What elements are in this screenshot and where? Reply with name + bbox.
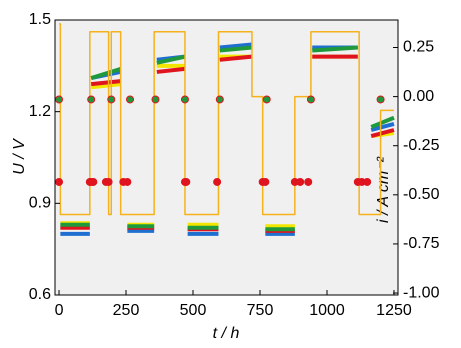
x-tick-label: 500 xyxy=(180,302,207,319)
data-point xyxy=(87,95,96,104)
y-axis-label: U / V xyxy=(11,138,28,175)
y-tick-label: 0.9 xyxy=(29,195,51,212)
x-axis-label: t / h xyxy=(213,325,240,342)
data-point xyxy=(151,95,160,104)
data-point xyxy=(213,177,222,186)
data-point xyxy=(215,95,224,104)
x-tick-label: 250 xyxy=(113,302,140,319)
data-point xyxy=(55,177,64,186)
y-tick-label: 1.5 xyxy=(29,11,51,28)
x-tick-label: 0 xyxy=(55,302,64,319)
x-tick-label: 1250 xyxy=(376,302,412,319)
data-point xyxy=(363,177,372,186)
x-tick-label: 1000 xyxy=(309,302,345,319)
data-point xyxy=(304,177,313,186)
data-point xyxy=(107,95,116,104)
voltage-line xyxy=(60,45,395,232)
data-point xyxy=(123,177,132,186)
y2-tick-label: -0.75 xyxy=(403,235,440,252)
data-point xyxy=(306,95,315,104)
y2-tick-label: 0.25 xyxy=(403,39,434,56)
data-point xyxy=(89,177,98,186)
y2-axis-label: i / A cm⁻² xyxy=(375,156,392,223)
current-line xyxy=(59,23,394,216)
y-tick-label: 0.6 xyxy=(29,286,51,303)
plot-frame xyxy=(54,19,399,296)
data-point xyxy=(182,177,191,186)
data-point xyxy=(376,95,385,104)
data-point xyxy=(55,95,64,104)
data-point xyxy=(296,177,305,186)
y2-tick-label: -1.00 xyxy=(403,284,440,301)
y2-tick-label: 0.00 xyxy=(403,88,434,105)
data-point xyxy=(261,177,270,186)
data-point xyxy=(262,95,271,104)
y2-tick-label: -0.25 xyxy=(403,137,440,154)
y2-tick-label: -0.50 xyxy=(403,186,440,203)
x-tick-label: 750 xyxy=(247,302,274,319)
plot-area xyxy=(55,20,398,295)
data-point xyxy=(126,95,135,104)
data-point xyxy=(180,95,189,104)
data-point xyxy=(104,177,113,186)
y-tick-label: 1.2 xyxy=(29,103,51,120)
